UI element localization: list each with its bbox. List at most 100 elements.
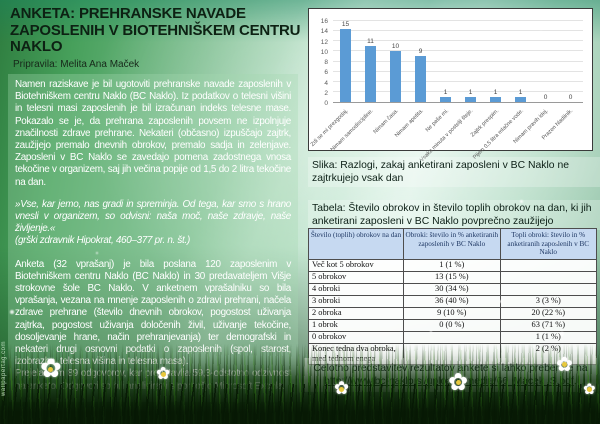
table-cell: 1 (1 %) xyxy=(499,330,597,344)
x-axis-label: Pijem 0,5 litra mlačne vode. xyxy=(471,108,525,161)
bar-value-label: 15 xyxy=(341,21,350,28)
bar-value-label: 10 xyxy=(391,43,400,51)
table-cell: 5 obrokov xyxy=(307,270,405,284)
bar-value-label: 1 xyxy=(518,88,523,96)
sparkle-dot xyxy=(430,330,432,332)
sparkle-dot xyxy=(520,200,523,203)
gridline xyxy=(333,20,583,21)
gridline xyxy=(333,50,583,52)
y-axis-tick: 12 xyxy=(320,38,328,46)
y-axis-tick: 8 xyxy=(324,59,328,66)
bar xyxy=(415,56,426,102)
gridline xyxy=(333,60,583,62)
gridline xyxy=(333,70,583,72)
y-axis-tick: 16 xyxy=(320,18,328,25)
gridline xyxy=(333,80,583,82)
chart-plot-area: 15 11 10 9 1 1 1 1 0 0 xyxy=(333,20,583,103)
intro-text-panel: Namen raziskave je bil ugotoviti prehran… xyxy=(8,74,298,402)
table-row: 0 obrokov 1 (1 %) xyxy=(307,330,597,344)
sparkle-dot xyxy=(10,310,14,314)
daisy-flower-decoration: ✿ xyxy=(156,364,171,384)
table-cell: 0 (0 %) xyxy=(403,318,501,332)
gridline xyxy=(333,40,583,42)
bar-slot: 10 xyxy=(383,21,408,102)
table-row: 5 obrokov 13 (15 %) xyxy=(307,270,597,284)
quote-attribution: (grški zdravnik Hipokrat, 460–377 pr. n.… xyxy=(15,235,190,247)
bar-slot: 1 xyxy=(508,21,533,102)
table-row: 2 obroka 9 (10 %) 20 (22 %) xyxy=(307,306,597,320)
daisy-flower-decoration: ✿ xyxy=(583,380,596,398)
chart-x-axis: Zdi se mi prezgodaj. Nimam samodiscipline… xyxy=(310,106,583,163)
y-axis-tick: 0 xyxy=(324,100,328,107)
bar-value-label: 9 xyxy=(418,48,423,56)
chart-gridlines xyxy=(333,20,583,102)
sparkle-dot xyxy=(556,242,558,244)
table-cell: 2 obroka xyxy=(307,306,405,320)
bar-slot: 0 xyxy=(558,21,583,102)
bar xyxy=(340,29,351,102)
table-cell: 3 (3 %) xyxy=(499,294,597,308)
table-header-row: Število (toplih) obrokov na dan Obroki: š… xyxy=(307,228,597,260)
bar-slot: 1 xyxy=(433,21,458,102)
sparkle-dot xyxy=(352,302,354,304)
link-suffix: . xyxy=(573,376,577,387)
table-cell: Več kot 5 obrokov xyxy=(307,258,405,272)
table-header-cell: Obroki: število in % anketiranih zaposle… xyxy=(403,228,501,260)
sparkle-dot xyxy=(585,120,588,123)
table-row: 1 obrok 0 (0 %) 63 (71 %) xyxy=(307,318,597,332)
table-cell: 30 (34 %) xyxy=(403,282,501,296)
bar xyxy=(515,96,526,102)
table-cell: 20 (22 %) xyxy=(499,306,597,320)
table-cell: 36 (40 %) xyxy=(403,294,501,308)
bar-value-label: 0 xyxy=(568,94,573,101)
breakfast-reasons-bar-chart: 0 2 4 6 8 10 12 14 16 15 11 10 9 1 1 1 1 0 0 Zdi se mi pr… xyxy=(308,8,593,163)
table-row: 4 obroki 30 (34 %) xyxy=(307,282,597,296)
bar xyxy=(490,96,501,102)
table-cell xyxy=(499,282,597,296)
figure-caption: Slika: Razlogi, zakaj anketirani zaposle… xyxy=(308,157,600,187)
x-axis-label: Ne paše mi. xyxy=(424,108,450,134)
bar-slot: 11 xyxy=(358,21,383,102)
table-caption: Tabela: Število obrokov in število topli… xyxy=(308,200,600,230)
page-title: ANKETA: PREHRANSKE NAVADE ZAPOSLENIH V B… xyxy=(10,5,301,55)
bar-slot: 0 xyxy=(533,21,558,102)
chart-bars: 15 11 10 9 1 1 1 1 0 0 xyxy=(333,21,583,102)
bar-value-label: 0 xyxy=(543,94,548,101)
y-axis-tick: 10 xyxy=(320,48,328,56)
table-cell: 1 (1 %) xyxy=(403,258,501,272)
table-cell: 3 obroki xyxy=(307,294,405,308)
table-cell: 9 (10 %) xyxy=(403,306,501,320)
sparkle-dot xyxy=(96,252,98,254)
table-cell: 63 (71 %) xyxy=(499,318,597,332)
meals-per-day-table: Število (toplih) obrokov na dan Obroki: š… xyxy=(307,228,597,365)
table-cell: 0 obrokov xyxy=(307,330,405,344)
daisy-flower-decoration: ✿ xyxy=(334,378,350,399)
y-axis-tick: 2 xyxy=(324,89,328,97)
sparkle-dot xyxy=(540,28,542,30)
gridline xyxy=(333,30,583,32)
bar-slot: 15 xyxy=(333,21,358,102)
table-header-cell: Število (toplih) obrokov na dan xyxy=(307,228,405,260)
bar xyxy=(440,96,451,102)
gridline xyxy=(333,90,583,92)
bar-slot: 9 xyxy=(408,21,433,102)
bar-value-label: 1 xyxy=(493,88,498,96)
wallpaper-watermark: wallpapertag.com xyxy=(1,340,7,396)
y-axis-tick: 14 xyxy=(320,28,328,36)
bar-value-label: 1 xyxy=(443,88,448,96)
table-cell xyxy=(499,258,597,272)
table-row: Več kot 5 obrokov 1 (1 %) xyxy=(307,258,597,272)
y-axis-tick: 6 xyxy=(324,69,328,77)
table-header-cell: Topli obroki: število in % anketiranih z… xyxy=(499,228,597,260)
bar xyxy=(365,46,376,102)
author-byline: Pripravila: Melita Ana Maček xyxy=(13,59,140,70)
table-cell: 13 (15 %) xyxy=(403,270,501,284)
chart-y-axis: 0 2 4 6 8 10 12 14 16 xyxy=(311,18,330,107)
table-cell: 1 obrok xyxy=(307,318,405,332)
bar-value-label: 1 xyxy=(468,88,473,96)
daisy-flower-decoration: ✿ xyxy=(448,368,469,396)
table-cell: 4 obroki xyxy=(307,282,405,296)
daisy-flower-decoration: ✿ xyxy=(40,354,62,384)
sparkle-dot xyxy=(560,332,564,336)
bar xyxy=(390,51,401,102)
